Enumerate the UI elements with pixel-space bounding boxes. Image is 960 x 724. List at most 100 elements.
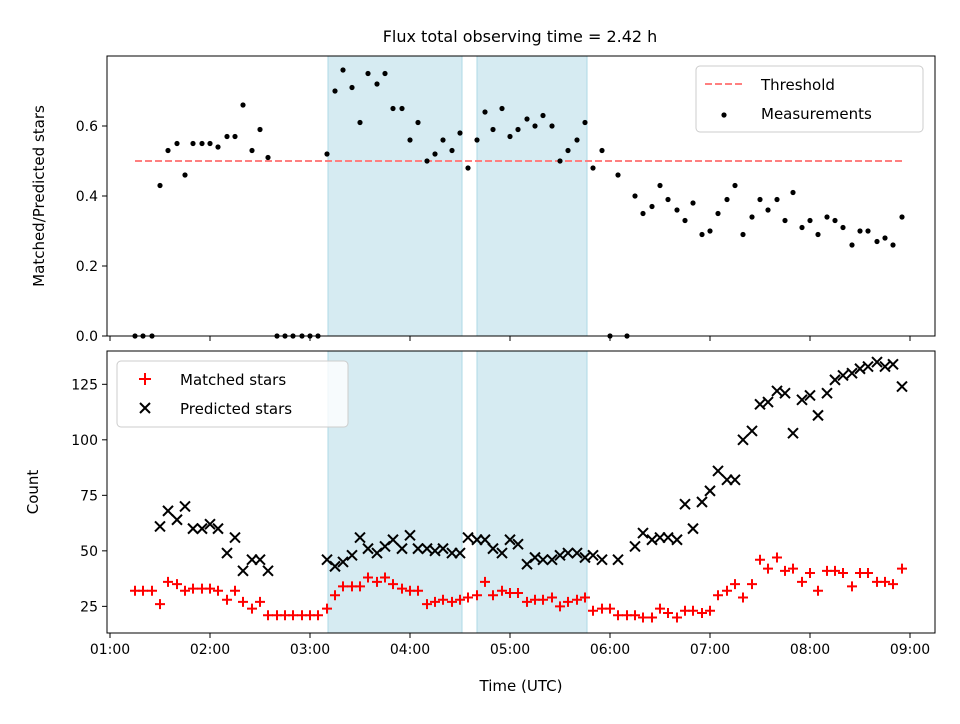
measurement-point	[474, 137, 480, 143]
matched-point	[613, 610, 623, 621]
predicted-point	[362, 542, 374, 555]
predicted-point	[821, 387, 833, 399]
x-axis-label: Time (UTC)	[479, 677, 563, 695]
matched-point	[338, 581, 348, 592]
predicted-point	[812, 409, 824, 422]
matched-point	[605, 603, 615, 614]
y-tick-label: 125	[71, 377, 98, 393]
measurement-point	[824, 214, 830, 220]
matched-point	[222, 594, 232, 605]
measurement-point	[224, 133, 230, 140]
measurement-point	[874, 238, 880, 245]
measurement-point	[257, 126, 263, 133]
x-tick-label: 06:00	[590, 642, 630, 658]
measurement-point	[557, 158, 563, 164]
measurement-point	[782, 217, 788, 224]
matched-point	[888, 579, 898, 590]
matched-point	[180, 585, 190, 596]
measurement-point	[465, 165, 471, 171]
predicted-point	[346, 549, 358, 561]
shaded-interval-0	[327, 55, 463, 337]
legend-box	[116, 360, 349, 428]
matched-point	[147, 585, 157, 596]
measurement-point	[590, 165, 596, 171]
matched-point	[447, 596, 457, 607]
measurement-point	[765, 207, 771, 213]
matched-point	[413, 585, 423, 596]
matched-point	[138, 585, 148, 596]
predicted-point	[629, 540, 641, 553]
predicted-point	[704, 485, 716, 497]
measurement-point	[640, 210, 646, 217]
x-tick-label: 02:00	[190, 642, 230, 658]
measurement-point	[190, 140, 196, 147]
measurement-point	[424, 158, 430, 164]
legend-label: Threshold	[760, 76, 835, 94]
matched-point	[572, 594, 582, 605]
predicted-point	[862, 360, 874, 373]
matched-point	[830, 565, 840, 576]
predicted-point	[779, 387, 791, 399]
predicted-point	[746, 425, 758, 437]
predicted-point	[412, 542, 424, 555]
measurement-point	[857, 228, 863, 234]
measurement-point	[807, 217, 813, 224]
matched-point	[588, 605, 598, 616]
measurement-point	[415, 119, 421, 126]
predicted-point	[612, 554, 624, 566]
measurement-point	[774, 196, 780, 203]
series-matched-stars	[130, 552, 907, 623]
predicted-point	[579, 551, 591, 564]
predicted-point	[712, 465, 724, 477]
legend-swatch	[139, 373, 151, 385]
measurement-point	[615, 172, 621, 178]
matched-point	[255, 596, 265, 607]
chart-title: Flux total observing time = 2.42 h	[383, 27, 658, 46]
measurement-point	[632, 193, 638, 199]
matched-point	[772, 552, 782, 563]
predicted-point	[212, 522, 224, 535]
matched-point	[455, 594, 465, 605]
predicted-point	[846, 367, 858, 379]
matched-point	[422, 599, 432, 610]
axes-frame	[106, 350, 936, 634]
measurement-point	[499, 105, 505, 112]
legend-swatch	[721, 112, 727, 118]
matched-point	[330, 590, 340, 601]
measurement-point	[840, 224, 846, 231]
measurement-point	[490, 126, 496, 133]
legend-box	[695, 65, 924, 133]
matched-point	[805, 568, 815, 579]
predicted-point	[537, 554, 549, 566]
predicted-point	[854, 363, 866, 375]
predicted-point	[396, 542, 408, 555]
measurement-point	[174, 140, 180, 147]
matched-point	[880, 576, 890, 587]
matched-point	[205, 583, 215, 594]
matched-point	[230, 585, 240, 596]
matched-point	[647, 612, 657, 623]
predicted-point	[421, 542, 433, 555]
matched-point	[780, 565, 790, 576]
predicted-point	[887, 358, 899, 371]
matched-point	[480, 576, 490, 587]
matched-point	[172, 579, 182, 590]
predicted-point	[337, 556, 349, 568]
measurement-point	[507, 133, 513, 140]
matched-point	[738, 592, 748, 603]
matched-point	[155, 599, 165, 610]
matched-point	[522, 596, 532, 607]
predicted-point	[596, 554, 608, 566]
matched-point	[238, 596, 248, 607]
matched-point	[655, 603, 665, 614]
predicted-point	[462, 531, 474, 544]
predicted-point	[879, 360, 891, 373]
predicted-point	[771, 385, 783, 397]
y-tick-label: 0.6	[76, 119, 98, 135]
measurement-point	[165, 147, 171, 154]
x-tick-label: 07:00	[690, 642, 730, 658]
matched-point	[788, 563, 798, 574]
measurement-point	[340, 67, 346, 73]
matched-point	[688, 605, 698, 616]
predicted-point	[221, 547, 233, 559]
